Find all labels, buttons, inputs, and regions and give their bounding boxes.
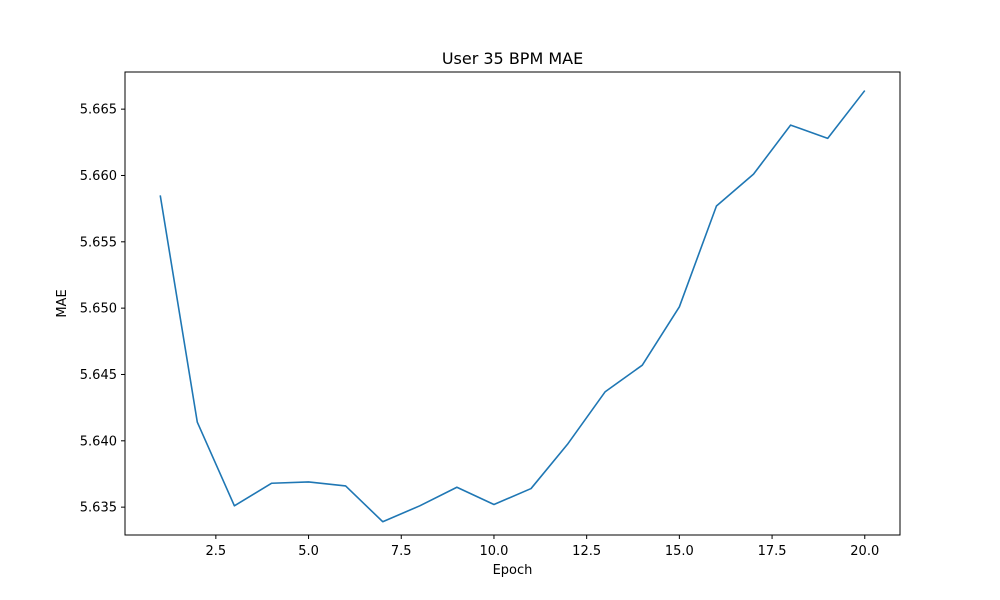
y-tick-label: 5.655: [80, 235, 117, 250]
chart-title: User 35 BPM MAE: [442, 49, 583, 68]
x-tick-label: 12.5: [572, 544, 601, 559]
y-tick-label: 5.650: [80, 302, 117, 317]
series-line: [159, 90, 866, 523]
plot-area: [125, 72, 900, 535]
x-tick-label: 10.0: [479, 544, 508, 559]
series-layer: [159, 90, 866, 523]
x-tick-label: 2.5: [206, 544, 227, 559]
x-axis-label: Epoch: [493, 563, 533, 578]
y-tick-label: 5.665: [80, 103, 117, 118]
x-tick-label: 17.5: [758, 544, 787, 559]
x-tick-label: 15.0: [665, 544, 694, 559]
y-tick-label: 5.645: [80, 368, 117, 383]
y-tick-label: 5.635: [80, 501, 117, 516]
y-axis-label: MAE: [55, 289, 70, 317]
x-tick-label: 5.0: [298, 544, 319, 559]
y-axis: 5.635 5.640 5.645 5.650 5.655 5.660 5.665: [80, 103, 125, 516]
y-tick-label: 5.640: [80, 434, 117, 449]
x-tick-label: 7.5: [391, 544, 412, 559]
y-tick-label: 5.660: [80, 169, 117, 184]
x-axis: 2.5 5.0 7.5 10.0 12.5 15.0 17.5 20.0: [206, 535, 879, 559]
x-tick-label: 20.0: [850, 544, 879, 559]
plot-frame: [124, 71, 901, 536]
